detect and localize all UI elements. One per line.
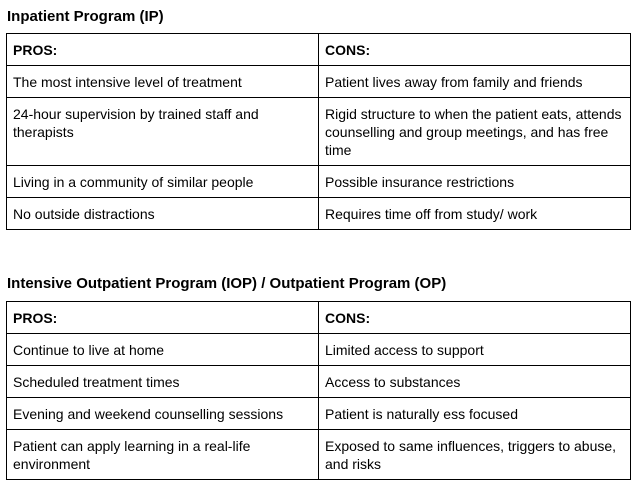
table-outpatient-pros-cons: PROS: CONS: Continue to live at home Lim… [6,301,631,480]
pro-cell: Continue to live at home [6,333,319,366]
con-cell: Access to substances [318,365,631,398]
pro-cell: 24-hour supervision by trained staff and… [6,97,319,166]
con-cell: Exposed to same influences, triggers to … [318,429,631,480]
pros-header: PROS: [6,33,319,66]
pro-cell: No outside distractions [6,197,319,230]
table-row: Continue to live at home Limited access … [6,333,631,366]
section-title-outpatient: Intensive Outpatient Program (IOP) / Out… [7,275,447,292]
pro-cell: Living in a community of similar people [6,165,319,198]
pro-cell: The most intensive level of treatment [6,65,319,98]
table-inpatient-pros-cons: PROS: CONS: The most intensive level of … [6,33,631,230]
con-cell: Possible insurance restrictions [318,165,631,198]
table-header-row: PROS: CONS: [6,301,631,334]
cons-header: CONS: [318,301,631,334]
con-cell: Limited access to support [318,333,631,366]
table-row: Evening and weekend counselling sessions… [6,397,631,430]
cons-header: CONS: [318,33,631,66]
table-row: Scheduled treatment times Access to subs… [6,365,631,398]
pro-cell: Evening and weekend counselling sessions [6,397,319,430]
section-title-inpatient: Inpatient Program (IP) [7,8,164,25]
table-row: No outside distractions Requires time of… [6,197,631,230]
con-cell: Requires time off from study/ work [318,197,631,230]
table-header-row: PROS: CONS: [6,33,631,66]
table-row: Living in a community of similar people … [6,165,631,198]
table-row: Patient can apply learning in a real-lif… [6,429,631,480]
con-cell: Rigid structure to when the patient eats… [318,97,631,166]
pro-cell: Patient can apply learning in a real-lif… [6,429,319,480]
pro-cell: Scheduled treatment times [6,365,319,398]
pros-header: PROS: [6,301,319,334]
table-row: The most intensive level of treatment Pa… [6,65,631,98]
con-cell: Patient is naturally ess focused [318,397,631,430]
con-cell: Patient lives away from family and frien… [318,65,631,98]
table-row: 24-hour supervision by trained staff and… [6,97,631,166]
